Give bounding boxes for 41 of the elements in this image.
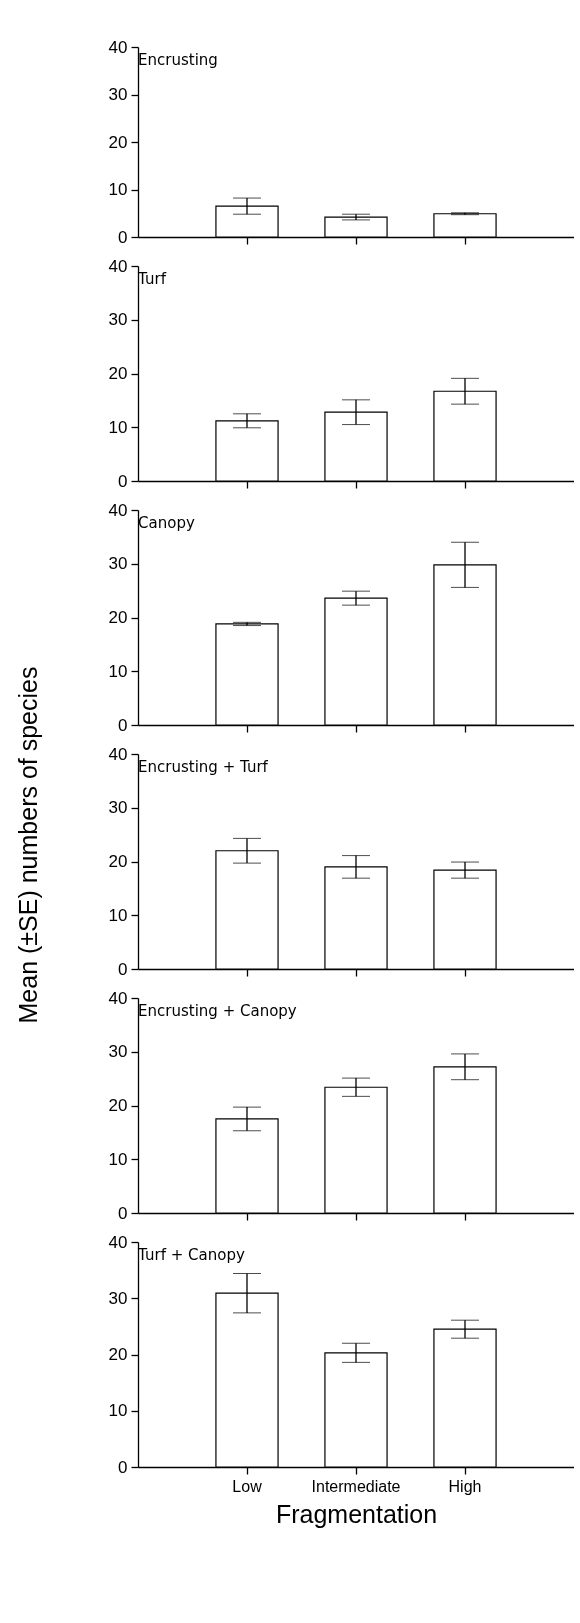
- chart-title: Canopy: [138, 514, 195, 532]
- x-axis-title: Fragmentation: [275, 1499, 438, 1528]
- y-tick-label: 0: [118, 1203, 128, 1223]
- y-tick-label: 10: [108, 180, 128, 199]
- x-tick-label: Low: [232, 1477, 263, 1495]
- y-tick-label: 0: [118, 1457, 128, 1477]
- y-tick-label: 40: [108, 37, 128, 57]
- x-tick-label: Intermediate: [311, 1477, 401, 1495]
- y-tick-label: 30: [108, 85, 128, 104]
- y-tick-label: 20: [108, 608, 128, 627]
- x-tick-label: High: [448, 1477, 482, 1495]
- chart-title: Encrusting + Turf: [138, 758, 269, 776]
- y-axis-title: Mean (±SE) numbers of species: [13, 666, 43, 1024]
- y-tick-label: 0: [118, 959, 128, 979]
- y-tick-label: 40: [108, 988, 128, 1008]
- y-tick-label: 20: [108, 1345, 128, 1364]
- y-tick-label: 20: [108, 364, 128, 383]
- y-tick-label: 30: [108, 554, 128, 574]
- y-tick-label: 40: [108, 500, 128, 520]
- y-tick-label: 10: [108, 1401, 128, 1421]
- y-tick-label: 30: [108, 1288, 128, 1308]
- y-tick-label: 10: [108, 661, 128, 681]
- y-tick-label: 10: [108, 1149, 128, 1169]
- y-tick-label: 0: [118, 471, 128, 491]
- y-tick-label: 0: [118, 715, 128, 735]
- y-tick-label: 10: [108, 905, 128, 925]
- y-tick-label: 30: [108, 310, 128, 330]
- chart-title: Encrusting + Canopy: [138, 1002, 297, 1020]
- y-tick-label: 20: [108, 1096, 128, 1115]
- chart-title: Turf + Canopy: [137, 1246, 245, 1264]
- chart-title: Encrusting: [138, 51, 218, 69]
- y-tick-label: 40: [108, 1232, 128, 1252]
- y-tick-label: 20: [108, 852, 128, 871]
- chart-title: Turf: [137, 270, 167, 288]
- y-tick-label: 30: [108, 1042, 128, 1062]
- y-tick-label: 20: [108, 132, 128, 152]
- y-tick-label: 10: [108, 417, 128, 437]
- y-tick-label: 30: [108, 798, 128, 818]
- y-tick-label: 40: [108, 744, 128, 764]
- y-tick-label: 40: [108, 256, 128, 276]
- y-tick-label: 0: [118, 227, 128, 247]
